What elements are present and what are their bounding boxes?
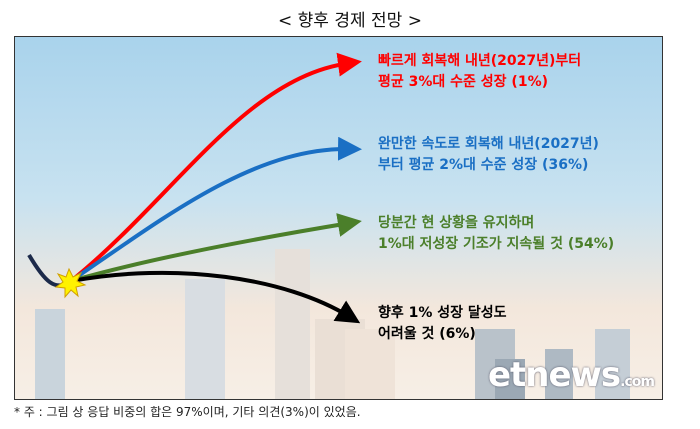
footnote: * 주 : 그림 상 응답 비중의 합은 97%이며, 기타 의견(3%)이 있…	[14, 405, 361, 419]
black-arrow	[70, 270, 361, 324]
scenario-low: 당분간 현 상황을 유지하며 1%대 저성장 기조가 지속될 것 (54%)	[378, 215, 615, 252]
scenario-moderate: 완만한 속도로 회복해 내년(2027년) 부터 평균 2%대 수준 성장 (3…	[378, 136, 599, 173]
scenario-difficult: 향후 1% 성장 달성도 어려울 것 (6%)	[378, 305, 507, 342]
starburst-icon	[54, 267, 87, 299]
scenario-fast: 빠르게 회복해 내년(2027년)부터 평균 3%대 수준 성장 (1%)	[378, 53, 582, 90]
illustration: 빠르게 회복해 내년(2027년)부터 평균 3%대 수준 성장 (1%) 완만…	[14, 36, 663, 400]
page-title: < 향후 경제 전망 >	[278, 11, 422, 31]
etnews-logo: etnews.com	[487, 355, 655, 395]
red-arrow	[69, 52, 362, 283]
green-arrow	[70, 213, 362, 283]
blue-arrow	[69, 136, 362, 283]
